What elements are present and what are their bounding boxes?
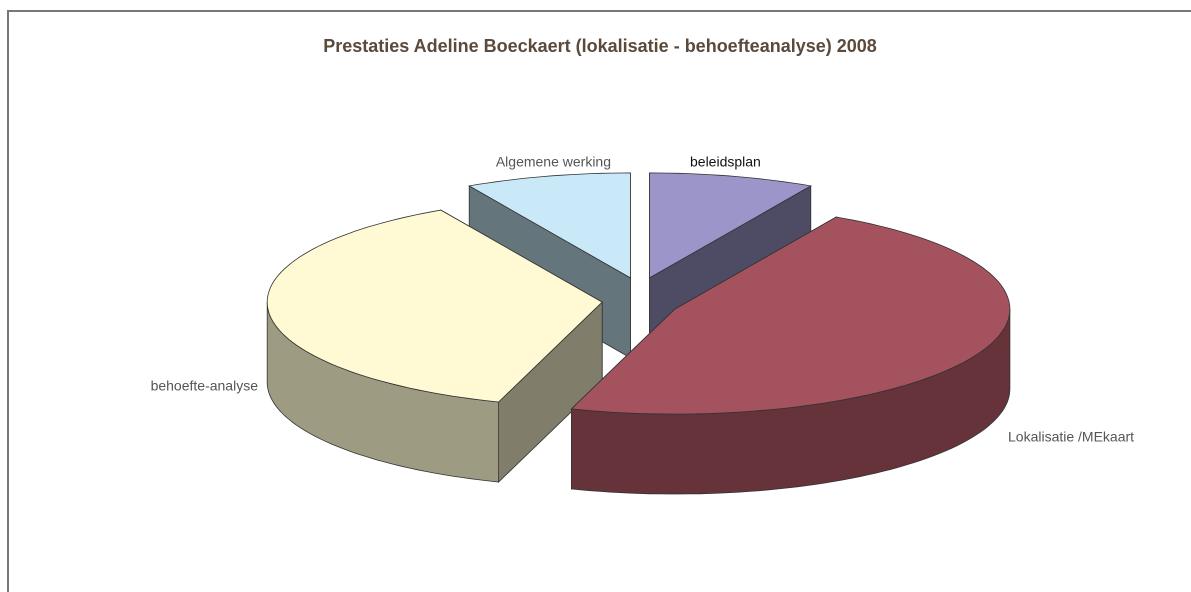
slice [266, 209, 603, 403]
slice-label: beleidsplan [690, 154, 761, 170]
slice [468, 172, 631, 279]
slice [649, 172, 812, 279]
slice-label: Algemene werking [496, 154, 611, 170]
slice-label: behoefte-analyse [151, 378, 259, 394]
chart-title: Prestaties Adeline Boeckaert (lokalisati… [323, 36, 877, 56]
chart-frame [7, 10, 1191, 592]
slice [570, 216, 1011, 415]
slice-label: Lokalisatie /MEkaart [1008, 429, 1134, 445]
